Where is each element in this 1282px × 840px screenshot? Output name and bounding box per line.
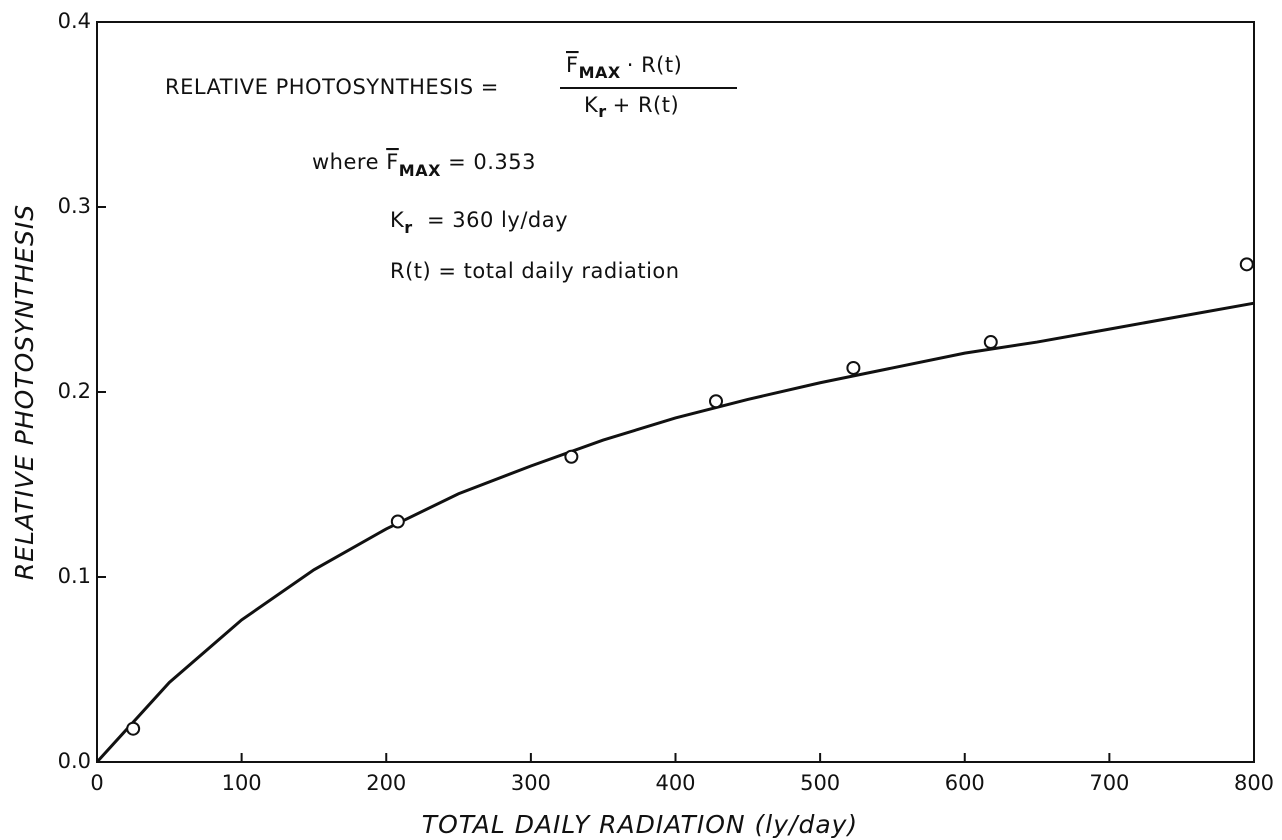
data-point xyxy=(126,721,141,736)
data-point xyxy=(983,335,998,350)
data-point xyxy=(564,449,579,464)
x-tick-label: 0 xyxy=(90,771,103,795)
text: = 0.353 xyxy=(441,150,536,174)
symbol: K xyxy=(390,208,405,232)
plot-frame xyxy=(96,21,1255,763)
x-axis-title: TOTAL DAILY RADIATION (ly/day) xyxy=(422,810,858,839)
subscript: r xyxy=(404,218,412,237)
symbol: F xyxy=(386,150,399,174)
fit-curve xyxy=(95,301,1255,764)
y-tick-label: 0.1 xyxy=(58,564,91,588)
y-tick-label: 0.3 xyxy=(58,194,91,218)
symbol: F xyxy=(566,53,579,77)
data-point xyxy=(708,394,723,409)
subscript: MAX xyxy=(399,161,441,180)
data-point xyxy=(390,514,405,529)
y-axis-title: RELATIVE PHOTOSYNTHESIS xyxy=(10,204,39,580)
x-tick-label: 700 xyxy=(1089,771,1129,795)
where-line: where FMAX = 0.353 xyxy=(312,150,536,180)
x-tick-label: 300 xyxy=(511,771,551,795)
subscript: r xyxy=(598,102,606,121)
y-tick-label: 0.0 xyxy=(58,749,91,773)
equation-numerator: FMAX · R(t) xyxy=(566,53,682,82)
x-tick-label: 500 xyxy=(800,771,840,795)
symbol: K xyxy=(584,93,599,117)
x-tick-label: 400 xyxy=(655,771,695,795)
equation-lhs: RELATIVE PHOTOSYNTHESIS = xyxy=(165,75,499,99)
x-tick-label: 100 xyxy=(222,771,262,795)
y-tick-label: 0.2 xyxy=(58,379,91,403)
text: = 360 ly/day xyxy=(413,208,568,232)
data-point xyxy=(1239,257,1254,272)
kr-line: Kr = 360 ly/day xyxy=(390,208,568,237)
text: + R(t) xyxy=(613,93,679,117)
x-tick-label: 600 xyxy=(945,771,985,795)
data-point xyxy=(846,360,861,375)
x-tick-label: 200 xyxy=(366,771,406,795)
x-tick-label: 800 xyxy=(1234,771,1274,795)
y-tick-label: 0.4 xyxy=(58,9,91,33)
text: where xyxy=(312,150,386,174)
rt-line: R(t) = total daily radiation xyxy=(390,259,680,283)
equation-denominator: Kr + R(t) xyxy=(584,93,679,121)
subscript: MAX xyxy=(579,63,621,82)
text: · R(t) xyxy=(627,53,683,77)
